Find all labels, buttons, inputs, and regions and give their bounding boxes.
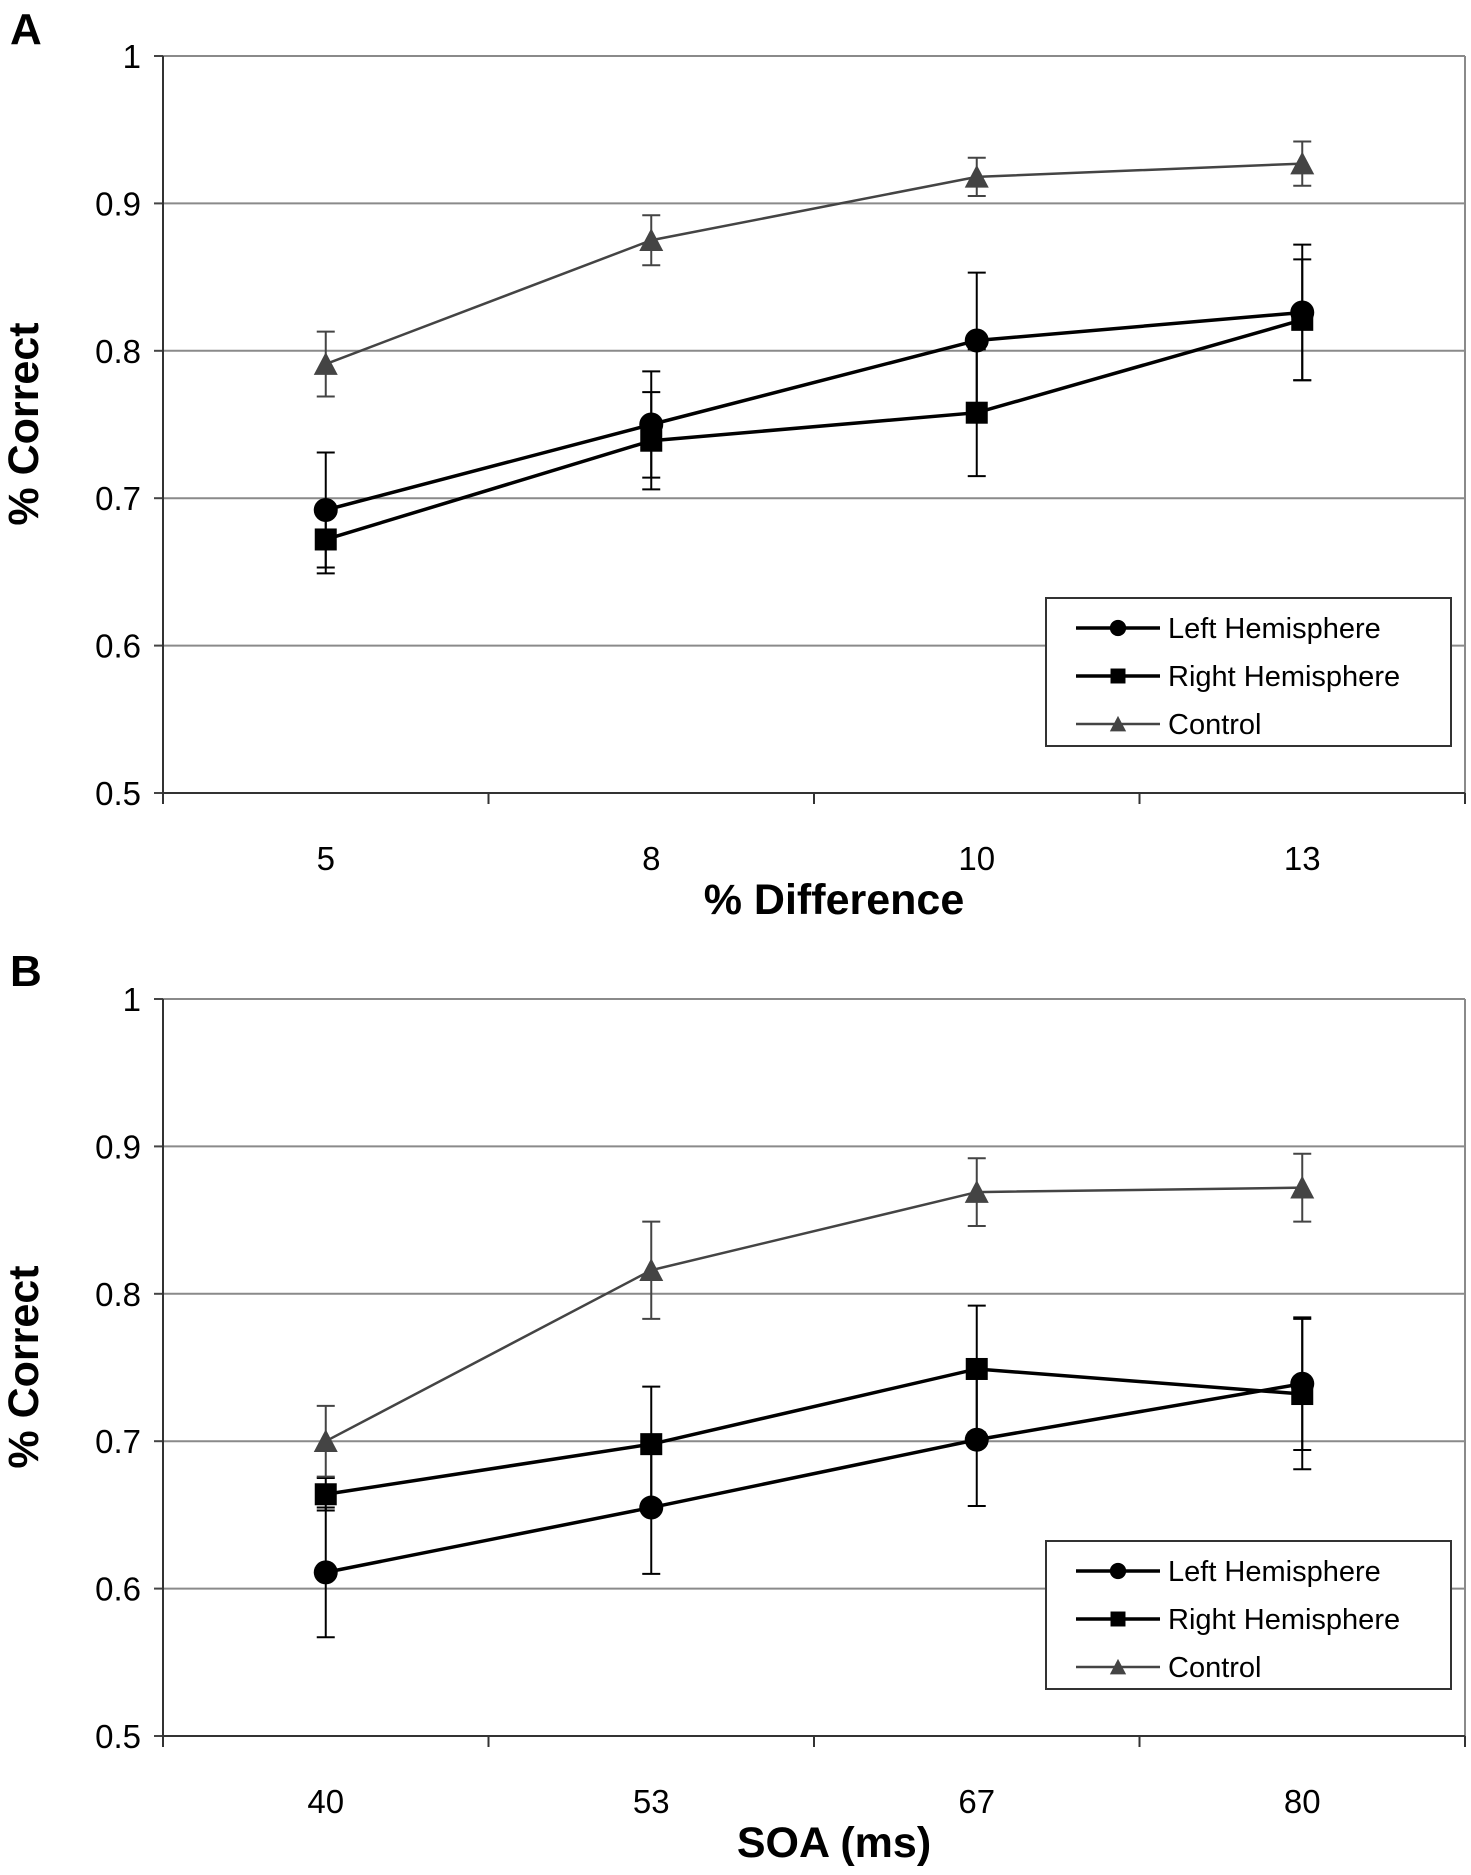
data-point-triangle bbox=[639, 228, 664, 252]
panel-label: B bbox=[10, 947, 42, 996]
legend-label: Left Hemisphere bbox=[1168, 613, 1381, 645]
y-tick-label: 0.9 bbox=[95, 1128, 141, 1165]
data-point-triangle bbox=[313, 352, 338, 375]
legend: Left Hemisphere Right Hemisphere Control bbox=[1045, 597, 1452, 747]
data-point-triangle bbox=[639, 1258, 664, 1282]
data-point-circle bbox=[964, 1427, 989, 1452]
y-tick-label: 1 bbox=[123, 981, 141, 1018]
x-axis-title: SOA (ms) bbox=[737, 1819, 931, 1867]
series-left-hemisphere bbox=[313, 243, 1315, 569]
legend-label: Right Hemisphere bbox=[1168, 661, 1400, 693]
y-axis-title: % Correct bbox=[0, 1265, 48, 1468]
series-control bbox=[313, 1152, 1315, 1478]
series-line bbox=[325, 1381, 1303, 1575]
x-tick-label: 8 bbox=[642, 840, 660, 877]
data-point-square bbox=[1291, 1383, 1314, 1406]
data-point-square bbox=[965, 1357, 988, 1380]
panel-a: 0.5 0.6 0.7 0.8 0.9 1 5 8 10 13 % Difference % Corr… bbox=[0, 5, 1466, 924]
legend: Left Hemisphere Right Hemisphere Control bbox=[1045, 1540, 1452, 1690]
legend-marker-triangle bbox=[1109, 1658, 1127, 1675]
data-point-square bbox=[1291, 308, 1314, 331]
y-axis-title: % Correct bbox=[0, 322, 48, 525]
series-line bbox=[325, 310, 1303, 512]
legend-label: Left Hemisphere bbox=[1168, 1556, 1381, 1588]
legend-label: Right Hemisphere bbox=[1168, 1604, 1400, 1636]
data-point-triangle bbox=[964, 164, 989, 188]
y-tick-label: 0.5 bbox=[95, 1718, 141, 1755]
x-tick-label: 13 bbox=[1284, 840, 1321, 877]
legend-marker-square bbox=[1110, 1611, 1126, 1627]
data-point-triangle bbox=[964, 1180, 989, 1203]
series-line bbox=[325, 1186, 1303, 1443]
series-line bbox=[325, 318, 1303, 542]
y-tick-label: 0.8 bbox=[95, 333, 141, 370]
data-point-triangle bbox=[1290, 151, 1315, 175]
x-tick-label: 67 bbox=[958, 1783, 995, 1820]
series-line bbox=[325, 1367, 1303, 1496]
legend-marker-circle bbox=[1109, 619, 1127, 637]
y-tick-label: 0.7 bbox=[95, 480, 141, 517]
x-tick-label: 80 bbox=[1284, 1783, 1321, 1820]
data-point-square bbox=[965, 401, 988, 424]
y-tick-label: 0.6 bbox=[95, 628, 141, 665]
legend-marker-circle bbox=[1109, 1562, 1127, 1580]
y-tick-label: 0.6 bbox=[95, 1571, 141, 1608]
legend-marker-triangle bbox=[1109, 715, 1127, 732]
legend-label: Control bbox=[1168, 709, 1262, 741]
panel-label: A bbox=[10, 5, 42, 54]
series-right-hemisphere bbox=[314, 1304, 1314, 1512]
legend-label: Control bbox=[1168, 1652, 1262, 1684]
series-right-hemisphere bbox=[314, 258, 1314, 575]
data-point-square bbox=[640, 429, 663, 452]
x-tick-label: 5 bbox=[317, 840, 335, 877]
data-point-circle bbox=[964, 328, 989, 353]
panel-b: 0.5 0.6 0.7 0.8 0.9 1 40 53 67 80 SOA (ms) % Correc… bbox=[0, 947, 1466, 1867]
y-tick-label: 0.8 bbox=[95, 1276, 141, 1313]
series-control bbox=[313, 140, 1315, 398]
y-tick-label: 1 bbox=[123, 38, 141, 75]
data-point-circle bbox=[313, 1560, 338, 1585]
x-tick-label: 40 bbox=[307, 1783, 344, 1820]
data-point-square bbox=[640, 1433, 663, 1456]
legend-marker-square bbox=[1110, 668, 1126, 684]
x-axis-title: % Difference bbox=[704, 876, 964, 924]
y-tick-label: 0.5 bbox=[95, 775, 141, 812]
x-tick-label: 10 bbox=[958, 840, 995, 877]
y-tick-label: 0.9 bbox=[95, 185, 141, 222]
data-point-square bbox=[314, 1483, 337, 1506]
data-point-square bbox=[314, 528, 337, 551]
series-line bbox=[325, 162, 1303, 366]
data-point-triangle bbox=[313, 1429, 338, 1452]
x-tick-label: 53 bbox=[633, 1783, 670, 1820]
data-point-triangle bbox=[1290, 1175, 1315, 1199]
y-tick-label: 0.7 bbox=[95, 1423, 141, 1460]
